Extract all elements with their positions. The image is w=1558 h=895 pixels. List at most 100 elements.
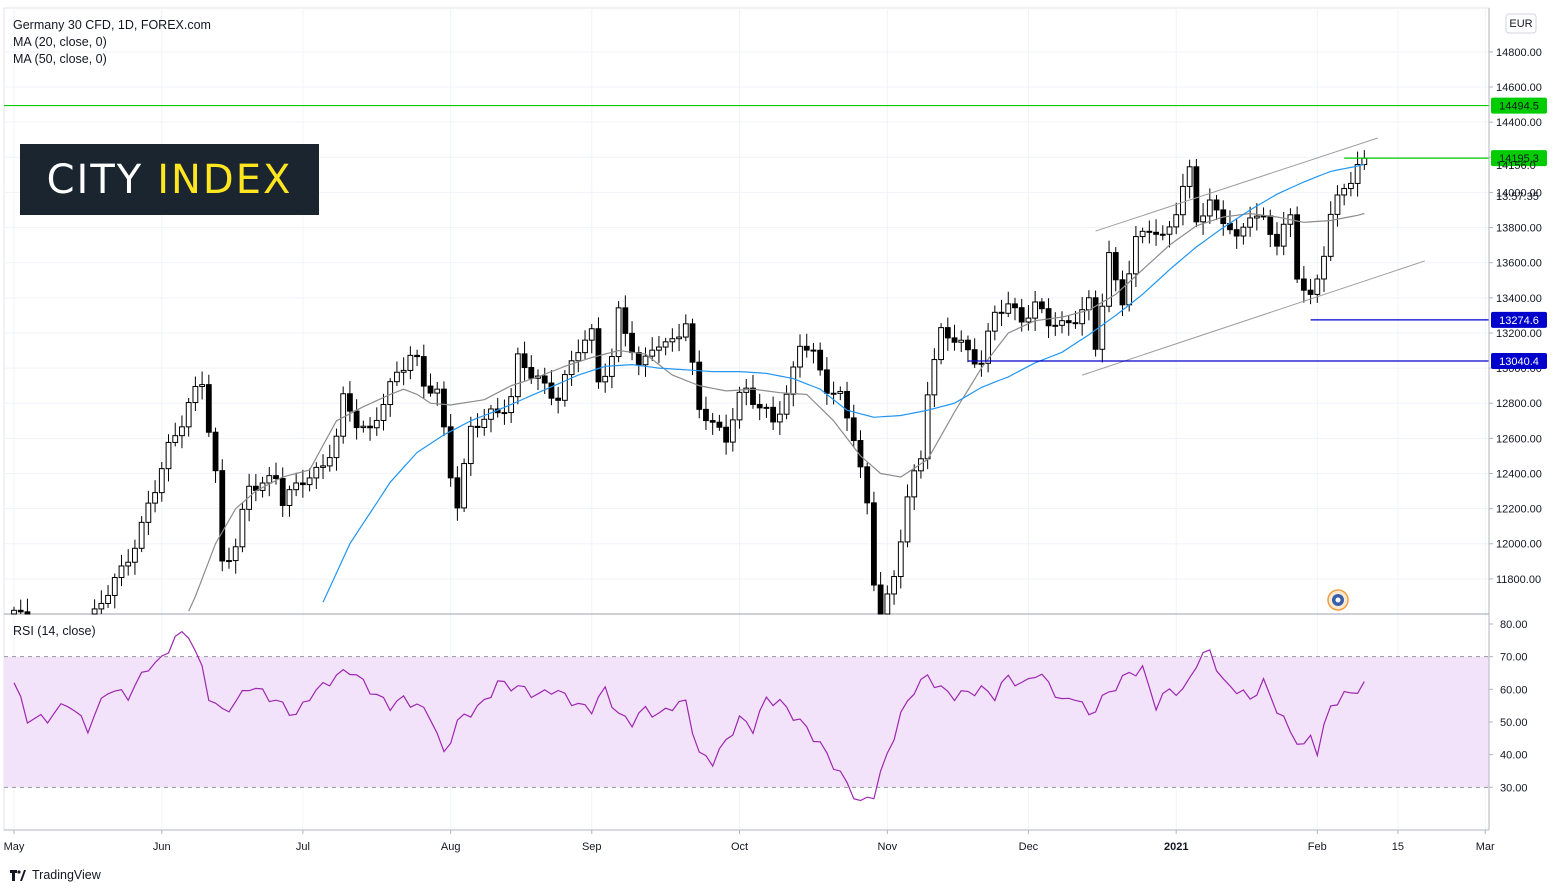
candle-body: [1233, 229, 1240, 237]
price-tick-label: 14800.00: [1496, 47, 1542, 59]
candle-body: [1321, 255, 1327, 280]
candle-body: [373, 419, 380, 429]
candle-body: [1186, 166, 1193, 187]
candle-body: [1354, 164, 1361, 184]
candle-body: [944, 327, 951, 339]
rsi-axis-ticks[interactable]: 30.00 40.00 50.00 60.00 70.00 80.00: [1489, 619, 1528, 794]
candle-body: [333, 435, 340, 459]
legend-title[interactable]: Germany 30 CFD, 1D, FOREX.com: [13, 18, 211, 32]
legend-ma50[interactable]: MA (50, close, 0): [13, 52, 107, 66]
candle-body: [783, 393, 790, 415]
candle-body: [205, 384, 212, 433]
candle-body: [756, 403, 763, 409]
price-label-current: 14156.0: [1496, 160, 1536, 172]
candle-body: [1274, 233, 1280, 247]
candle-body: [400, 369, 407, 373]
candle-body: [602, 375, 609, 383]
time-tick-label: Sep: [582, 841, 602, 853]
candle-body: [810, 349, 817, 352]
candle-body: [1146, 230, 1153, 233]
candle-body: [770, 406, 777, 423]
candle-body: [924, 394, 931, 460]
candle-body: [703, 408, 709, 422]
tradingview-logo-icon: [10, 869, 26, 881]
time-axis-ticks[interactable]: May Jun Jul Aug Sep Oct Nov Dec 2021 Feb 15 Mar: [4, 830, 1495, 853]
candle-body: [306, 477, 313, 486]
channel-lines: [1082, 137, 1425, 376]
candle-body: [165, 441, 172, 470]
candle-body: [669, 338, 676, 343]
candle-body: [24, 611, 31, 615]
candle-body: [1139, 230, 1146, 238]
candle-body: [266, 475, 273, 484]
candle-body: [340, 393, 347, 437]
candle-body: [729, 419, 736, 443]
candle-body: [884, 593, 891, 615]
time-tick-label: Jul: [296, 841, 310, 853]
time-tick-label: Jun: [153, 841, 171, 853]
candle-body: [1045, 308, 1052, 327]
candle-body: [991, 311, 998, 332]
candle-body: [676, 336, 682, 340]
candle-body: [420, 356, 427, 387]
candle-body: [353, 410, 360, 429]
candle-body: [125, 561, 132, 567]
candle-body: [951, 337, 958, 343]
candle-body: [1085, 297, 1092, 311]
legend-rsi[interactable]: RSI (14, close): [13, 624, 96, 638]
candle-body: [158, 468, 165, 494]
candle-body: [615, 307, 622, 358]
candle-body: [904, 496, 911, 543]
candle-body: [642, 355, 649, 366]
rsi-tick-label: 70.00: [1500, 652, 1528, 664]
candle-body: [1206, 199, 1213, 217]
candle-body: [750, 387, 756, 405]
candle-body: [132, 547, 138, 563]
candle-body: [723, 426, 730, 443]
candle-body: [1079, 309, 1086, 325]
candle-body: [1012, 303, 1018, 309]
legend-ma20[interactable]: MA (20, close, 0): [13, 35, 107, 49]
rsi-line: [13, 630, 1365, 802]
candle-body: [776, 413, 783, 423]
candle-body: [17, 609, 24, 613]
tradingview-brand[interactable]: TradingView: [10, 868, 101, 882]
price-tick-label: 13800.00: [1496, 223, 1542, 235]
candle-body: [1119, 279, 1126, 306]
candle-body: [891, 576, 897, 595]
candles: [11, 150, 1368, 615]
bar-countdown: 13:57:35: [1496, 191, 1539, 203]
price-axis-ticks[interactable]: 11800.00 12000.00 12200.00 12400.00 12600.00…: [1489, 47, 1542, 586]
candle-body: [152, 492, 158, 504]
price-tick-label: 12200.00: [1496, 504, 1542, 516]
settings-icon[interactable]: [1327, 589, 1349, 611]
candle-body: [380, 403, 387, 421]
price-tick-label: 14400.00: [1496, 117, 1542, 129]
currency-label: EUR: [1509, 18, 1532, 30]
candle-body: [978, 362, 985, 365]
candle-body: [1180, 185, 1186, 216]
candle-body: [1193, 166, 1200, 223]
candle-body: [588, 328, 595, 341]
rsi-tick-label: 60.00: [1500, 684, 1528, 696]
currency-button[interactable]: [1505, 13, 1537, 34]
candle-body: [1240, 226, 1247, 237]
candle-body: [212, 431, 219, 472]
price-label-text: 13274.6: [1499, 315, 1539, 327]
candle-body: [1099, 305, 1106, 350]
candle-body: [823, 369, 830, 394]
candle-body: [790, 366, 797, 395]
candle-body: [172, 435, 179, 443]
candle-body: [1307, 289, 1314, 295]
candle-body: [441, 388, 447, 428]
candle-body: [279, 477, 286, 507]
candle-body: [299, 482, 306, 486]
candle-body: [897, 541, 904, 578]
candle-body: [736, 391, 743, 421]
candle-body: [635, 352, 642, 366]
candle-body: [138, 521, 145, 549]
candle-body: [1267, 215, 1274, 235]
price-tick-label: 13200.00: [1496, 328, 1542, 340]
candle-body: [1005, 303, 1012, 314]
